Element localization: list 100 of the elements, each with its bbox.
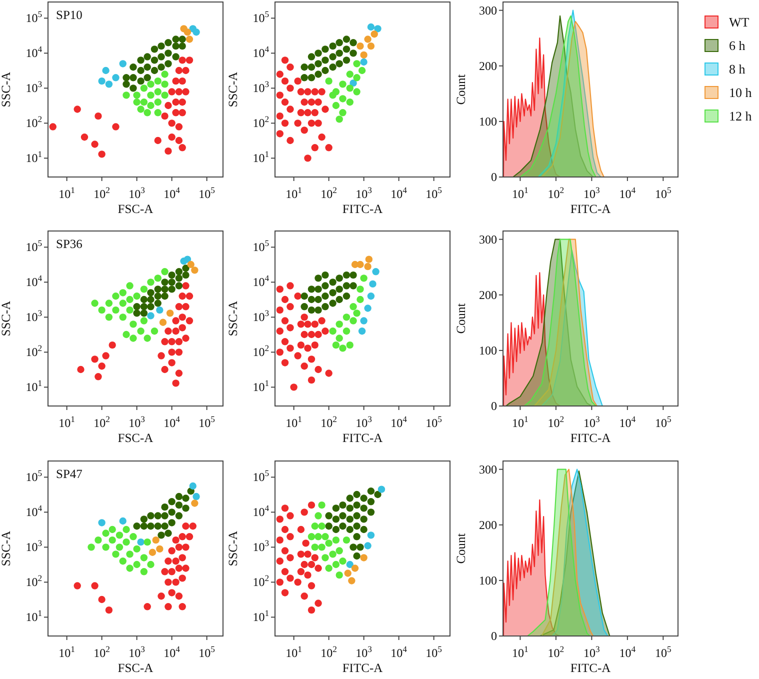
x-tick-label: 10$^{2}$ — [320, 414, 337, 430]
y-tick-label: 300 — [479, 3, 497, 18]
y-tick-label: 10$^{1}$ — [252, 608, 269, 624]
y-tick-label: 10$^{4}$ — [26, 44, 43, 60]
x-tick-label: 10$^{2}$ — [94, 414, 110, 430]
x-tick-label: 10$^{4}$ — [164, 185, 181, 201]
legend-label: 6 h — [729, 38, 746, 53]
x-tick-label: 10$^{4}$ — [619, 644, 636, 660]
x-axis-title: FITC-A — [342, 661, 383, 675]
x-tick-label: 10$^{3}$ — [584, 644, 600, 660]
x-tick-label: 10$^{5}$ — [426, 185, 442, 201]
x-tick-label: 10$^{3}$ — [356, 185, 372, 201]
x-tick-label: 10$^{1}$ — [286, 185, 302, 201]
x-tick-label: 10$^{2}$ — [548, 414, 564, 430]
y-tick-label: 100 — [479, 343, 497, 358]
y-tick-label: 10$^{5}$ — [252, 9, 269, 26]
y-tick-label: 10$^{4}$ — [26, 273, 43, 290]
x-tick-label: 10$^{1}$ — [286, 644, 302, 660]
x-tick-label: 10$^{4}$ — [390, 644, 408, 660]
x-tick-label: 10$^{2}$ — [320, 185, 337, 201]
y-tick-label: 300 — [479, 462, 497, 476]
x-tick-label: 10$^{3}$ — [128, 414, 145, 430]
y-tick-label: 10$^{1}$ — [252, 378, 269, 394]
x-tick-label: 10$^{3}$ — [128, 185, 145, 201]
y-tick-label: 10$^{3}$ — [26, 538, 42, 554]
y-tick-label: 10$^{4}$ — [26, 503, 43, 520]
legend-label: 8 h — [729, 62, 746, 76]
x-tick-label: 10$^{4}$ — [619, 414, 636, 430]
x-tick-label: 10$^{4}$ — [390, 414, 408, 430]
y-tick-label: 10$^{4}$ — [252, 273, 270, 290]
y-tick-label: 10$^{1}$ — [26, 149, 42, 166]
legend-label: 12 h — [729, 108, 752, 124]
text: SP10 — [56, 8, 82, 22]
y-axis-title: SSC-A — [226, 72, 240, 108]
y-tick-label: 10$^{3}$ — [252, 308, 269, 324]
y-tick-label: 10$^{2}$ — [26, 343, 42, 360]
y-tick-label: 200 — [479, 288, 497, 302]
y-tick-label: 10$^{2}$ — [26, 114, 42, 130]
y-axis-title: SSC-A — [0, 72, 13, 108]
y-tick-label: 10$^{5}$ — [252, 238, 269, 254]
x-tick-label: 10$^{4}$ — [164, 644, 181, 660]
x-tick-label: 10$^{5}$ — [198, 185, 215, 201]
y-tick-label: 0 — [491, 170, 497, 184]
y-tick-label: 100 — [479, 114, 497, 128]
x-axis-title: FITC-A — [570, 202, 611, 216]
x-tick-label: 10$^{5}$ — [655, 414, 672, 430]
x-tick-label: 10$^{3}$ — [584, 414, 600, 430]
x-tick-label: 10$^{1}$ — [512, 644, 528, 660]
x-tick-label: 10$^{1}$ — [58, 414, 75, 430]
x-tick-label: 10$^{3}$ — [128, 644, 145, 660]
x-tick-label: 10$^{4}$ — [390, 185, 408, 201]
y-tick-label: 10$^{1}$ — [252, 149, 269, 166]
x-tick-label: 10$^{5}$ — [198, 644, 215, 660]
x-tick-label: 10$^{1}$ — [512, 185, 528, 201]
y-axis-title: SSC-A — [226, 530, 240, 566]
y-axis-title: SSC-A — [226, 300, 240, 336]
y-tick-label: 10$^{3}$ — [26, 79, 42, 96]
y-tick-label: 10$^{4}$ — [252, 44, 270, 60]
y-tick-label: 10$^{1}$ — [26, 378, 42, 394]
x-tick-label: 10$^{2}$ — [548, 185, 564, 201]
y-tick-label: 10$^{2}$ — [252, 343, 269, 360]
y-tick-label: 200 — [479, 518, 497, 532]
y-tick-label: 200 — [479, 58, 497, 73]
x-tick-label: 10$^{2}$ — [94, 644, 110, 660]
x-tick-label: 10$^{4}$ — [619, 185, 636, 201]
y-tick-label: 10$^{4}$ — [252, 503, 270, 520]
x-tick-label: 10$^{3}$ — [356, 414, 372, 430]
y-axis-title: Count — [454, 302, 468, 334]
x-tick-label: 10$^{2}$ — [320, 644, 337, 660]
x-tick-label: 10$^{2}$ — [548, 644, 564, 660]
y-tick-label: 0 — [491, 629, 497, 643]
text: SP36 — [56, 237, 82, 251]
y-tick-label: 10$^{1}$ — [26, 608, 42, 624]
x-axis-title: FSC-A — [118, 661, 154, 675]
y-axis-title: Count — [454, 74, 468, 105]
x-tick-label: 10$^{5}$ — [655, 644, 672, 660]
x-axis-title: FSC-A — [118, 431, 154, 445]
x-axis-title: FSC-A — [118, 202, 154, 216]
x-axis-title: FITC-A — [570, 661, 611, 675]
x-tick-label: 10$^{1}$ — [286, 414, 302, 430]
y-tick-label: 10$^{5}$ — [26, 468, 42, 484]
x-tick-label: 10$^{3}$ — [584, 185, 600, 201]
x-tick-label: 10$^{2}$ — [94, 185, 110, 201]
y-tick-label: 10$^{5}$ — [26, 9, 42, 26]
y-tick-label: 10$^{3}$ — [252, 538, 269, 554]
x-tick-label: 10$^{5}$ — [655, 185, 672, 201]
text: SP47 — [56, 467, 82, 481]
y-tick-label: 100 — [479, 573, 497, 588]
x-tick-label: 10$^{1}$ — [512, 414, 528, 430]
y-tick-label: 10$^{5}$ — [26, 238, 42, 254]
y-tick-label: 10$^{5}$ — [252, 468, 269, 484]
y-tick-label: 10$^{3}$ — [252, 79, 269, 96]
y-tick-label: 10$^{3}$ — [26, 308, 42, 324]
y-tick-label: 10$^{2}$ — [252, 573, 269, 590]
x-axis-title: FITC-A — [342, 202, 383, 216]
x-tick-label: 10$^{4}$ — [164, 414, 181, 430]
x-tick-label: 10$^{5}$ — [198, 414, 215, 430]
x-tick-label: 10$^{5}$ — [426, 414, 442, 430]
legend-label: 10 h — [729, 85, 752, 100]
x-tick-label: 10$^{1}$ — [58, 185, 75, 201]
